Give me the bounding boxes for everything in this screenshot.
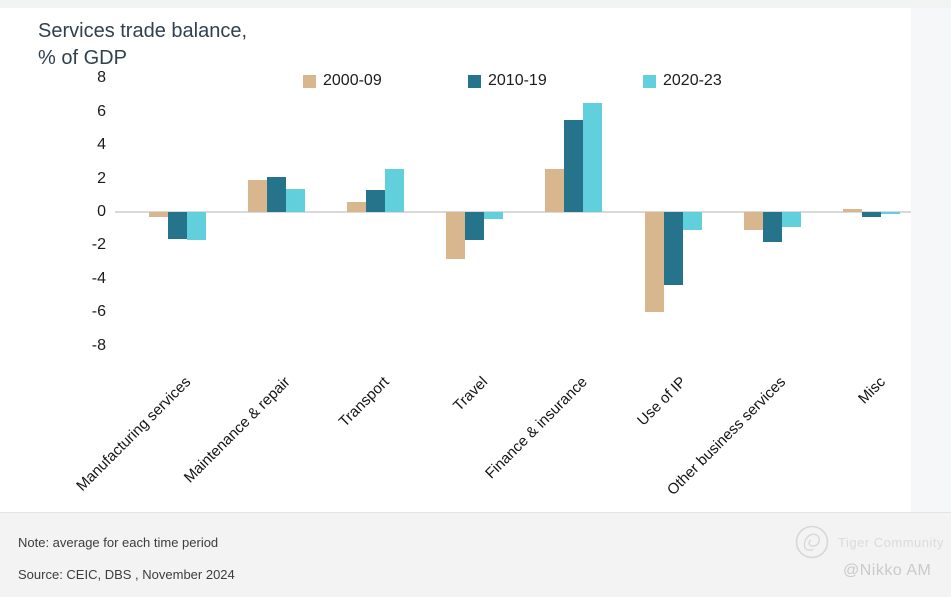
bar-2000-09-2 — [346, 201, 366, 212]
bar-2020-23-0 — [186, 212, 206, 241]
bar-2010-19-3 — [465, 212, 485, 241]
legend-item-2020-23: 2020-23 — [643, 71, 722, 91]
y-axis-tick-label: 2 — [97, 169, 106, 187]
y-axis-tick-label: -6 — [91, 303, 106, 321]
y-axis-tick-label: 0 — [97, 203, 106, 220]
bar-2020-23-3 — [484, 212, 504, 219]
bar-2000-09-6 — [743, 212, 763, 231]
bar-2010-19-0 — [167, 212, 187, 239]
right-band — [911, 8, 951, 513]
chart-title: Services trade balance, % of GDP — [38, 18, 247, 72]
bar-2000-09-1 — [247, 180, 267, 212]
top-strip — [0, 0, 951, 8]
source-text: Source: CEIC, DBS , November 2024 — [18, 567, 235, 582]
bar-2020-23-1 — [285, 188, 305, 212]
bar-2010-19-2 — [365, 190, 385, 212]
footer-divider — [0, 512, 951, 513]
bar-2020-23-5 — [682, 212, 702, 231]
bar-2000-09-5 — [644, 212, 664, 313]
x-axis-label: Transport — [335, 373, 393, 431]
x-axis-label: Finance & insurance — [482, 373, 591, 483]
plot-area: 8 6 4 2 0 -2 -4 -6 -8 Manufacturing services Maint… — [72, 69, 911, 499]
bar-2020-23-4 — [583, 103, 603, 212]
legend-item-2010-19: 2010-19 — [468, 71, 547, 91]
y-axis-tick-label: 6 — [97, 102, 106, 120]
y-axis-tick-label: -8 — [91, 336, 106, 354]
x-axis-label: Manufacturing services — [72, 373, 195, 495]
bar-2020-23-7 — [880, 212, 900, 214]
watermark-brand: Tiger Community — [838, 535, 944, 550]
y-axis-tick-label: 4 — [97, 136, 106, 154]
chart-title-line2: % of GDP — [38, 47, 127, 69]
bar-2010-19-7 — [861, 212, 881, 217]
x-axis-label: Use of IP — [634, 373, 691, 430]
y-axis-tick-label: -4 — [91, 269, 106, 287]
legend-swatch — [468, 74, 481, 88]
legend-swatch — [303, 74, 316, 88]
x-axis-label: Maintenance & repair — [180, 373, 294, 487]
bar-2010-19-1 — [266, 176, 286, 212]
watermark-handle: @Nikko AM — [843, 562, 932, 579]
bar-2010-19-4 — [564, 120, 584, 212]
note-text: Note: average for each time period — [18, 535, 219, 550]
bar-2020-23-6 — [781, 212, 801, 228]
bar-2000-09-7 — [842, 208, 862, 212]
legend-swatch — [643, 74, 656, 88]
legend-label: 2010-19 — [488, 72, 547, 89]
legend-label: 2000-09 — [323, 72, 382, 89]
chart-title-line1: Services trade balance, — [38, 20, 248, 42]
x-axis-label: Travel — [450, 373, 492, 415]
bar-2010-19-6 — [762, 212, 782, 243]
tiger-community-logo-icon — [795, 525, 829, 559]
bar-2010-19-5 — [663, 212, 683, 286]
bar-2000-09-4 — [545, 168, 565, 212]
x-axis-zero-line — [115, 211, 911, 213]
legend-label: 2020-23 — [663, 72, 722, 89]
legend-item-2000-09: 2000-09 — [303, 71, 382, 91]
bar-2020-23-2 — [384, 168, 404, 212]
chart-legend: 2000-09 2010-19 2020-23 — [0, 71, 951, 93]
y-axis-tick-label: 8 — [97, 69, 106, 87]
bar-2000-09-0 — [148, 212, 168, 217]
y-axis-tick-label: -2 — [91, 236, 106, 254]
x-axis-label: Misc — [854, 373, 889, 408]
footer: Note: average for each time period Sourc… — [0, 513, 951, 597]
bar-2000-09-3 — [446, 212, 466, 259]
